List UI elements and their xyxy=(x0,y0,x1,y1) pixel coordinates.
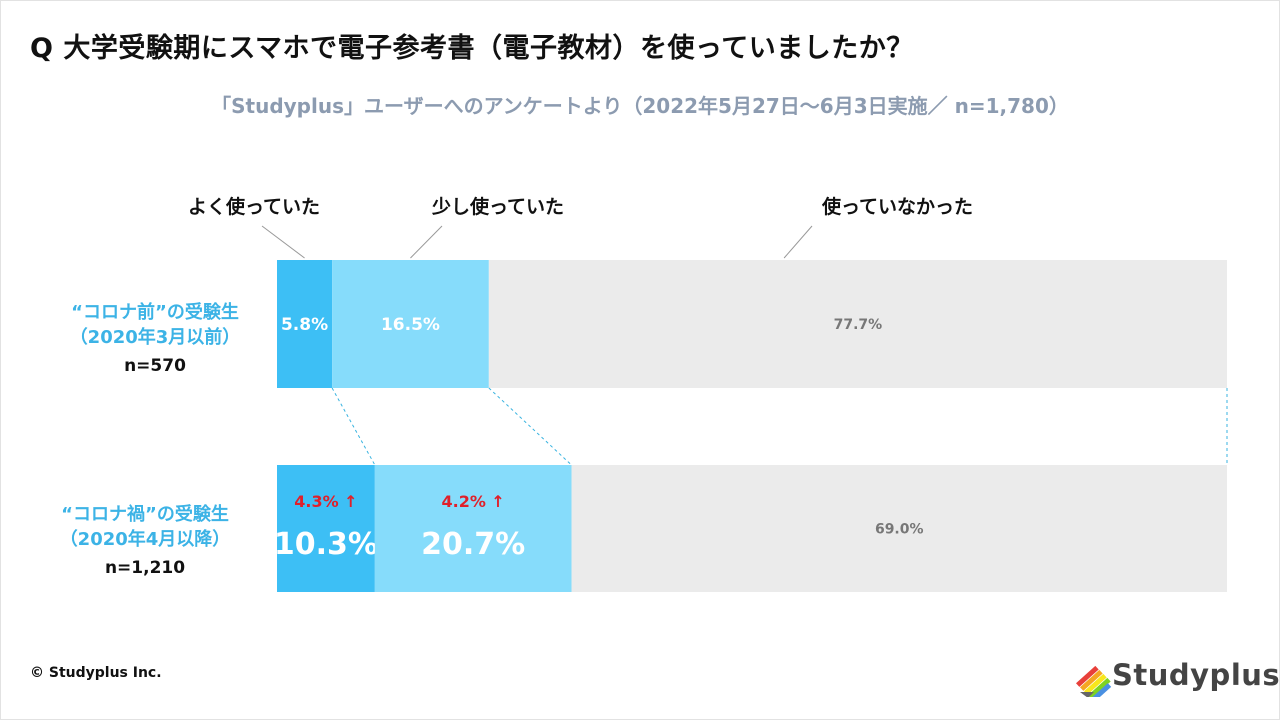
question-title: Q 大学受験期にスマホで電子参考書（電子教材）を使っていましたか？ xyxy=(30,33,914,64)
legend-leader-line xyxy=(783,225,813,259)
group-period: （2020年3月以前） xyxy=(69,327,241,348)
bar-segment xyxy=(277,465,375,592)
group-count: n=1,210 xyxy=(104,558,186,578)
connector-line xyxy=(331,387,376,466)
data-label: 20.7% xyxy=(421,527,525,562)
connector-line xyxy=(488,387,572,466)
data-label: 5.8% xyxy=(281,315,328,335)
copyright: © Studyplus Inc. xyxy=(30,665,162,681)
group-label-before-covid: “コロナ前”の受験生 （2020年3月以前） n=570 xyxy=(50,300,260,379)
data-label: 77.7% xyxy=(834,317,883,333)
studyplus-logo-icon xyxy=(1076,665,1112,697)
group-name: “コロナ前”の受験生 xyxy=(71,302,239,323)
bar-segment xyxy=(374,465,572,592)
bar-segment xyxy=(571,465,1227,592)
legend-leader-line xyxy=(410,225,443,259)
legend-leader-line xyxy=(261,225,305,259)
legend-label-sometimes: 少し使っていた xyxy=(432,196,565,218)
survey-subtitle: 「Studyplus」ユーザーへのアンケートより（2022年5月27日〜6月3日… xyxy=(211,94,1069,118)
bar-segment xyxy=(277,260,333,388)
group-label-during-covid: “コロナ禍”の受験生 （2020年4月以降） n=1,210 xyxy=(40,502,250,581)
change-annotation: 4.3% ↑ xyxy=(294,492,357,511)
change-annotation: 4.2% ↑ xyxy=(441,492,504,511)
data-label: 10.3% xyxy=(274,527,378,562)
data-label: 69.0% xyxy=(875,522,924,538)
bar-segment xyxy=(332,260,489,388)
group-period: （2020年4月以降） xyxy=(59,529,231,550)
brand-name: Studyplus xyxy=(1112,658,1280,692)
group-name: “コロナ禍”の受験生 xyxy=(61,504,229,525)
data-label: 16.5% xyxy=(381,315,440,335)
group-count: n=570 xyxy=(124,356,186,376)
bar-segment xyxy=(488,260,1228,388)
legend-label-never: 使っていなかった xyxy=(822,196,974,218)
legend-label-often: よく使っていた xyxy=(188,196,321,218)
